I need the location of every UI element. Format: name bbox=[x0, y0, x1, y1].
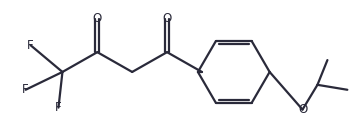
Text: F: F bbox=[22, 83, 29, 96]
Text: O: O bbox=[162, 12, 172, 25]
Text: F: F bbox=[55, 101, 62, 114]
Text: F: F bbox=[27, 39, 34, 52]
Text: O: O bbox=[298, 103, 307, 116]
Text: O: O bbox=[93, 12, 102, 25]
